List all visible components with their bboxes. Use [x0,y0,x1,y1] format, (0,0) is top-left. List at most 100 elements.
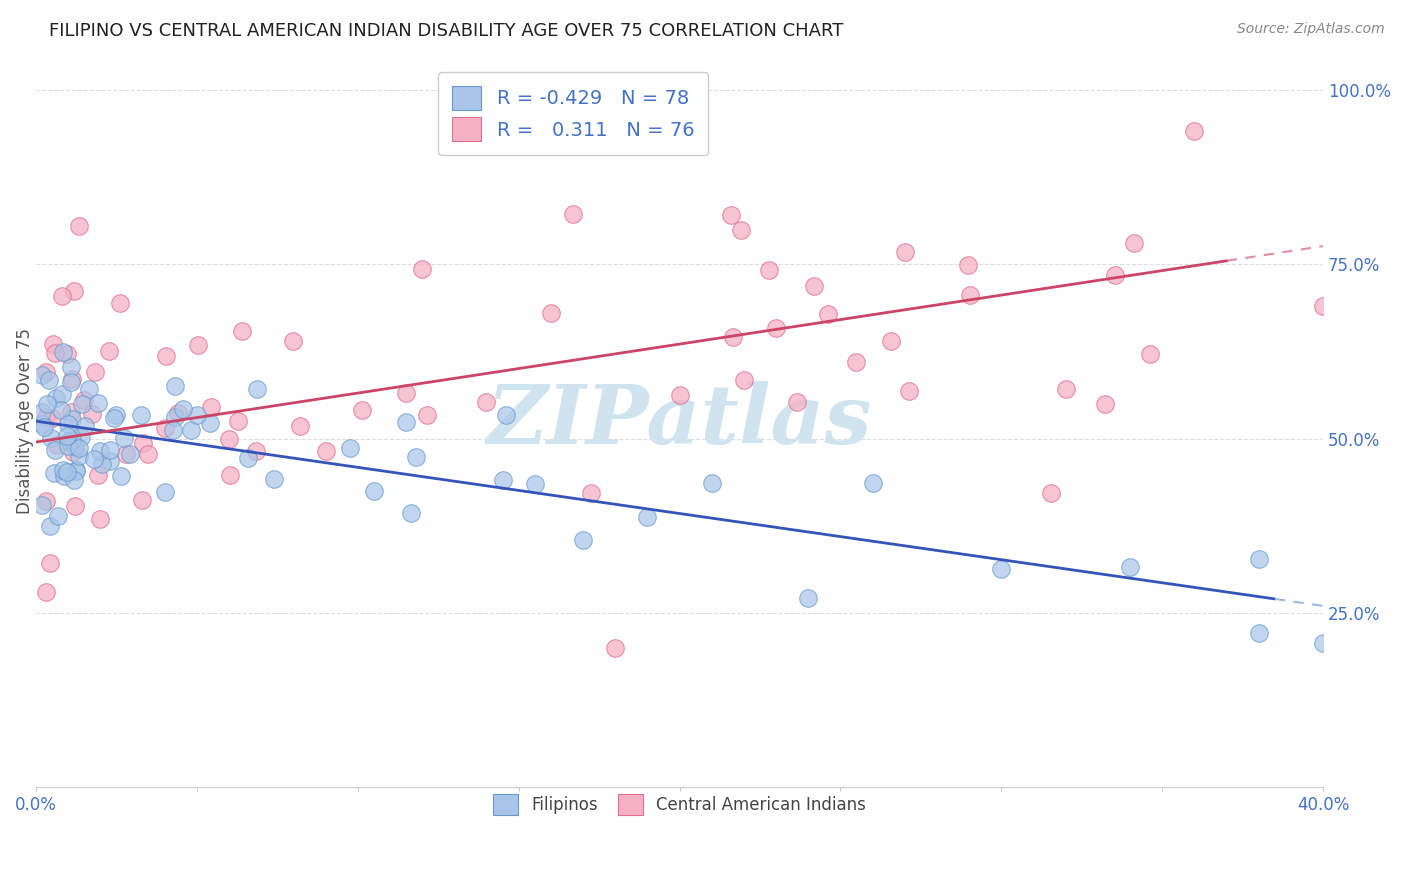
Point [1104,268,1126,282]
Point [540,306,562,320]
Point [1376,175,1399,189]
Point [63,284,86,298]
Point [416,408,439,422]
Point [1119,559,1142,574]
Point [46,509,69,524]
Point [765,320,787,334]
Point [44,442,66,457]
Point [42,467,65,481]
Point [52,463,75,477]
Point [492,473,515,487]
Point [395,415,418,429]
Point [32,420,55,434]
Point [162,423,184,437]
Point [38,519,60,533]
Point [97,344,120,359]
Point [132,435,155,450]
Point [231,324,253,338]
Point [315,443,337,458]
Point [114,447,136,461]
Point [77,382,100,396]
Point [350,403,373,417]
Point [475,395,498,409]
Point [58,434,80,449]
Point [1054,382,1077,396]
Point [155,349,177,363]
Point [37,397,59,411]
Point [52,344,75,359]
Point [105,409,128,423]
Point [246,382,269,396]
Point [1247,625,1270,640]
Point [56,439,79,453]
Point [67,441,90,455]
Point [897,384,920,398]
Point [668,388,690,402]
Point [1312,635,1334,649]
Point [51,289,73,303]
Point [73,393,96,408]
Point [163,379,186,393]
Point [399,506,422,520]
Point [90,457,112,471]
Point [31,498,53,512]
Point [605,640,627,655]
Point [62,473,84,487]
Point [60,433,83,447]
Point [1094,397,1116,411]
Point [39,556,62,570]
Point [69,430,91,444]
Point [880,334,903,349]
Point [84,365,107,379]
Point [845,355,868,369]
Point [38,373,60,387]
Point [110,468,132,483]
Point [172,402,194,417]
Point [87,396,110,410]
Point [411,261,433,276]
Point [44,346,66,360]
Point [59,375,82,389]
Point [69,219,91,233]
Point [63,499,86,513]
Point [60,372,83,386]
Point [1247,551,1270,566]
Point [733,373,755,387]
Point [45,391,67,405]
Point [34,494,56,508]
Point [35,365,58,379]
Point [579,486,602,500]
Point [31,417,53,431]
Point [31,368,53,382]
Point [80,407,103,421]
Point [60,405,83,419]
Point [817,307,839,321]
Point [797,591,820,606]
Point [572,533,595,548]
Point [956,258,979,272]
Point [42,337,65,351]
Point [62,445,84,459]
Point [136,447,159,461]
Point [31,405,53,419]
Point [219,467,242,482]
Point [65,464,87,478]
Point [180,423,202,437]
Point [700,475,723,490]
Point [46,438,69,452]
Point [153,420,176,434]
Point [1123,235,1146,250]
Point [120,447,142,461]
Point [83,452,105,467]
Point [51,387,73,401]
Point [52,468,75,483]
Point [89,512,111,526]
Point [786,394,808,409]
Point [34,584,56,599]
Point [730,223,752,237]
Point [405,450,427,465]
Point [103,410,125,425]
Point [1184,123,1206,137]
Point [187,337,209,351]
Point [56,465,79,479]
